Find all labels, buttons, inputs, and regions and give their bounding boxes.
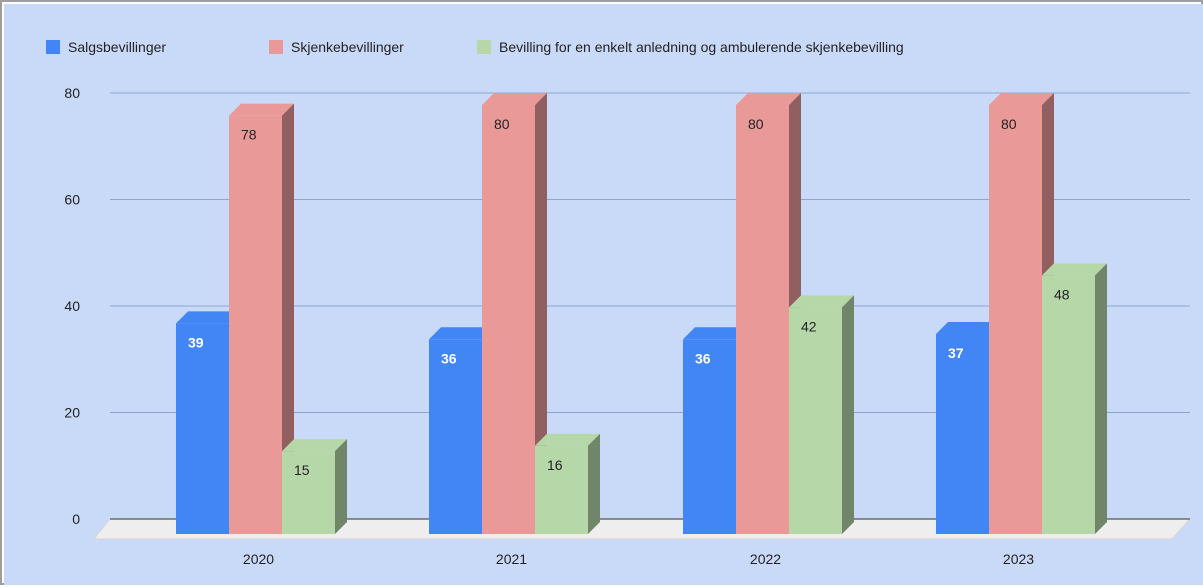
x-axis-categories: 2020 2021 2022 2023 — [243, 551, 1034, 567]
data-label: 36 — [695, 350, 711, 366]
bar-front — [229, 115, 282, 535]
data-label: 80 — [748, 116, 764, 132]
bar-side — [282, 103, 294, 535]
legend: Salgsbevillinger Skjenkebevillinger Bevill… — [46, 39, 904, 55]
y-axis-ticks: 0 20 40 60 80 — [64, 85, 80, 527]
bar-top — [1042, 263, 1107, 276]
bar-front — [176, 323, 229, 534]
legend-swatch — [46, 40, 60, 54]
y-tick-label: 0 — [72, 511, 80, 527]
y-tick-label: 60 — [64, 192, 80, 208]
legend-label: Skjenkebevillinger — [291, 39, 404, 55]
data-label: 37 — [948, 345, 964, 361]
bar: 42 — [789, 295, 854, 534]
y-tick-label: 80 — [64, 85, 80, 101]
bar-side — [1095, 263, 1107, 534]
bar: 15 — [282, 439, 347, 534]
legend-item: Bevilling for en enkelt anledning og amb… — [477, 39, 904, 55]
x-tick-label: 2022 — [750, 551, 781, 567]
bar-front — [1042, 275, 1095, 534]
y-tick-label: 20 — [64, 405, 80, 421]
data-label: 80 — [1001, 116, 1017, 132]
bar-front — [282, 451, 335, 534]
bar-top — [229, 103, 294, 116]
bar-front — [936, 333, 989, 534]
bar-side — [535, 93, 547, 534]
bar-top — [535, 433, 600, 446]
bar: 16 — [535, 433, 600, 534]
bar: 78 — [229, 103, 294, 535]
y-tick-label: 40 — [64, 298, 80, 314]
bars: 39 78 15 36 80 16 36 80 42 37 80 48 — [176, 93, 1107, 535]
legend-item: Skjenkebevillinger — [269, 39, 404, 55]
legend-item: Salgsbevillinger — [46, 39, 166, 55]
bar-top — [282, 439, 347, 452]
data-label: 48 — [1054, 286, 1070, 302]
bar-front — [429, 339, 482, 534]
x-tick-label: 2020 — [243, 551, 274, 567]
bar-front — [989, 105, 1042, 534]
bar-top — [989, 93, 1054, 105]
bar-top — [736, 93, 801, 105]
legend-label: Salgsbevillinger — [68, 39, 166, 55]
bar-front — [683, 339, 736, 534]
data-label: 80 — [494, 116, 510, 132]
legend-swatch — [477, 40, 491, 54]
legend-label: Bevilling for en enkelt anledning og amb… — [499, 39, 904, 55]
data-label: 15 — [294, 462, 310, 478]
x-tick-label: 2023 — [1003, 551, 1034, 567]
bar-front — [535, 445, 588, 534]
bar-side — [842, 295, 854, 534]
data-label: 39 — [188, 334, 204, 350]
data-label: 78 — [241, 127, 257, 143]
bar-top — [683, 327, 748, 340]
bar: 80 — [482, 93, 547, 534]
bar-side — [335, 439, 347, 534]
legend-swatch — [269, 40, 283, 54]
bar-top — [482, 93, 547, 105]
data-label: 16 — [547, 457, 563, 473]
x-tick-label: 2021 — [496, 551, 527, 567]
bar-top — [176, 311, 241, 324]
bar-front — [789, 307, 842, 534]
bar: 48 — [1042, 263, 1107, 534]
bar-top — [789, 295, 854, 308]
data-label: 42 — [801, 318, 817, 334]
bar-front — [736, 105, 789, 534]
bar-side — [588, 433, 600, 534]
bar-front — [482, 105, 535, 534]
bar-top — [429, 327, 494, 340]
data-label: 36 — [441, 350, 457, 366]
bar-top — [936, 321, 1001, 334]
